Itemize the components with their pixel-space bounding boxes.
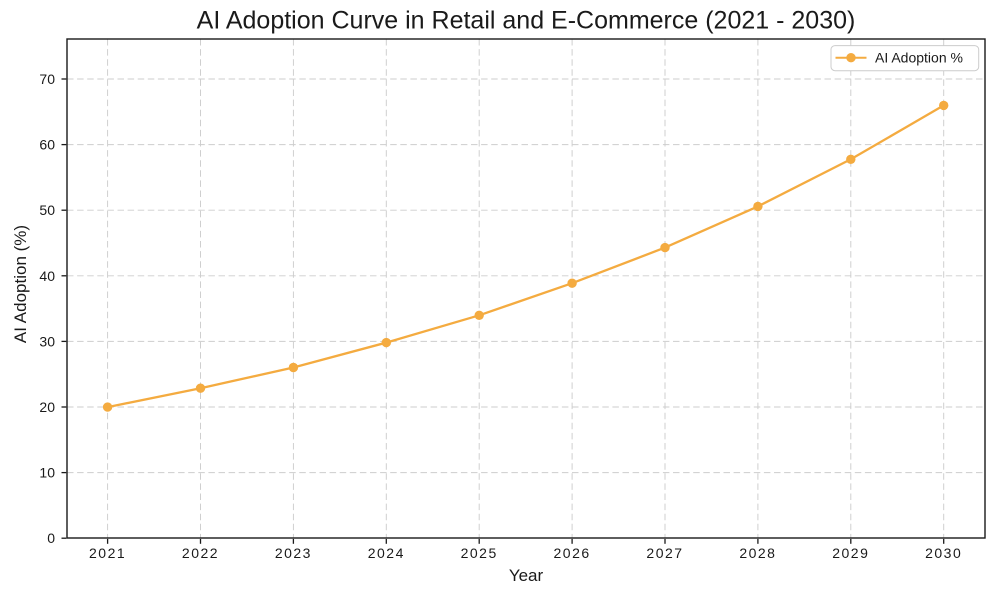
svg-text:40: 40 <box>39 268 55 284</box>
svg-text:20: 20 <box>39 399 55 415</box>
svg-text:Year: Year <box>509 566 544 585</box>
svg-text:2022: 2022 <box>182 545 219 561</box>
svg-text:2025: 2025 <box>461 545 498 561</box>
svg-text:70: 70 <box>39 71 55 87</box>
svg-text:10: 10 <box>39 465 55 481</box>
svg-text:60: 60 <box>39 137 55 153</box>
svg-text:2023: 2023 <box>275 545 312 561</box>
svg-text:2028: 2028 <box>739 545 776 561</box>
svg-text:AI Adoption Curve in Retail an: AI Adoption Curve in Retail and E-Commer… <box>197 7 856 35</box>
svg-text:2026: 2026 <box>554 545 591 561</box>
svg-text:0: 0 <box>47 530 55 546</box>
svg-text:2030: 2030 <box>925 545 962 561</box>
svg-text:2027: 2027 <box>646 545 683 561</box>
svg-text:AI Adoption (%): AI Adoption (%) <box>11 225 30 343</box>
svg-text:30: 30 <box>39 333 55 349</box>
svg-text:2024: 2024 <box>368 545 405 561</box>
svg-text:2029: 2029 <box>832 545 869 561</box>
svg-text:50: 50 <box>39 202 55 218</box>
svg-text:2021: 2021 <box>89 545 126 561</box>
svg-text:AI Adoption %: AI Adoption % <box>875 50 963 66</box>
